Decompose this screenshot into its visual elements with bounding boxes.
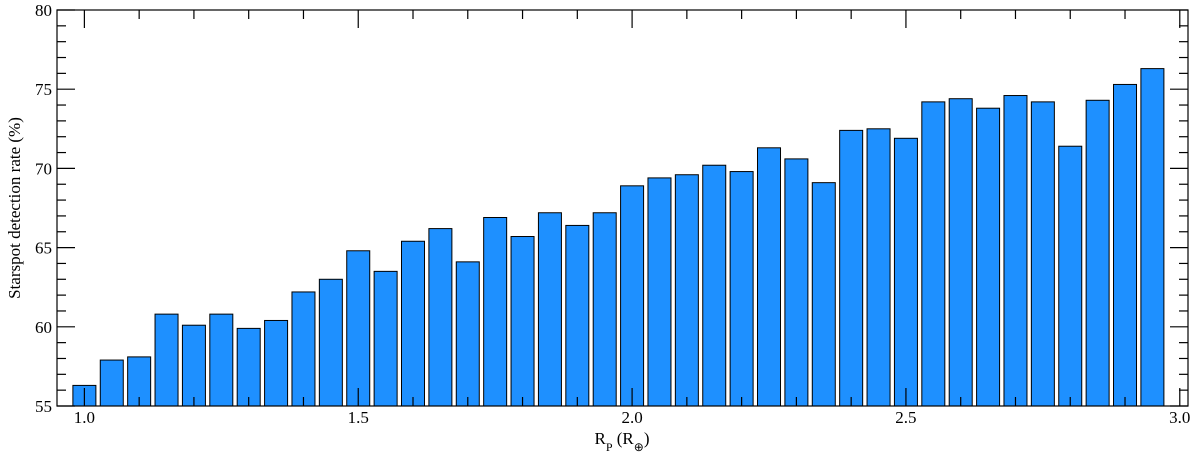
bar — [209, 313, 234, 407]
x-tick-label: 1.5 — [348, 408, 369, 427]
y-tick-label: 65 — [35, 239, 52, 258]
bar — [784, 158, 809, 407]
bar — [346, 250, 371, 407]
bar — [757, 147, 782, 407]
x-axis-label: RP (R⊕) — [594, 429, 649, 452]
bar — [236, 327, 261, 407]
y-tick-label: 75 — [35, 80, 52, 99]
bar — [674, 174, 699, 407]
x-label-part: (R — [613, 429, 635, 448]
bar — [1003, 95, 1028, 407]
y-tick-label: 55 — [35, 397, 52, 416]
x-label-subscript: P — [606, 440, 613, 452]
x-tick-label: 1.0 — [74, 408, 95, 427]
bar — [510, 236, 535, 407]
bar — [1113, 83, 1138, 407]
x-tick-label: 2.5 — [895, 408, 916, 427]
y-tick-label: 80 — [35, 1, 52, 20]
bar — [839, 129, 864, 407]
bar — [291, 291, 316, 407]
y-axis-label: Starspot detection rate (%) — [5, 117, 24, 299]
y-tick-label: 60 — [35, 318, 52, 337]
x-label-part: ) — [644, 429, 650, 448]
bar — [264, 319, 289, 407]
bar — [1030, 101, 1055, 407]
bar — [373, 270, 398, 407]
bar — [401, 240, 426, 407]
bar — [565, 224, 590, 407]
x-tick-label: 3.0 — [1169, 408, 1190, 427]
bar — [948, 98, 973, 407]
bar — [647, 177, 672, 407]
bar — [318, 278, 343, 407]
bar — [1085, 99, 1110, 407]
x-label-subscript: ⊕ — [634, 440, 644, 452]
bar — [99, 359, 124, 407]
bar — [976, 107, 1001, 407]
bar — [428, 228, 453, 407]
bar — [866, 128, 891, 407]
bar — [154, 313, 179, 407]
bar — [1058, 145, 1083, 407]
bar — [620, 185, 645, 407]
bar — [1140, 68, 1165, 407]
bar — [483, 217, 508, 407]
x-tick-label: 2.0 — [621, 408, 642, 427]
y-tick-label: 70 — [35, 159, 52, 178]
bar — [921, 101, 946, 407]
bar — [729, 171, 754, 407]
bar — [702, 164, 727, 407]
bar — [455, 261, 480, 407]
bar — [811, 182, 836, 407]
x-label-part: R — [594, 429, 606, 448]
plot-frame — [56, 9, 1189, 407]
bar — [181, 324, 206, 407]
bar — [893, 137, 918, 407]
bar — [592, 212, 617, 407]
bar — [537, 212, 562, 407]
